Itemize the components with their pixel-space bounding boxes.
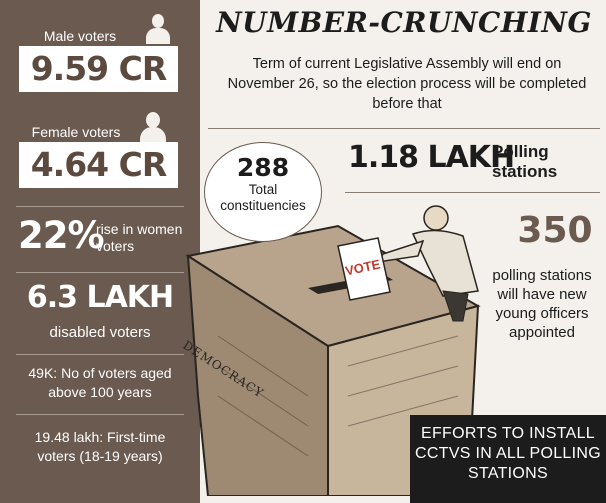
disabled-voters-value: 6.3 LAKH bbox=[26, 280, 174, 315]
disabled-voters-label: disabled voters bbox=[49, 324, 151, 341]
women-rise-label: rise in women voters bbox=[96, 221, 183, 254]
female-voters-label: Female voters bbox=[31, 124, 121, 140]
stats-panel: Male voters 9.59 CR Female voters 4.64 C… bbox=[0, 0, 200, 503]
divider bbox=[345, 192, 600, 193]
polling-stations-label: Polling stations bbox=[492, 142, 558, 181]
voter-figure bbox=[376, 205, 479, 322]
young-officers-label: polling stations will have new young off… bbox=[492, 267, 592, 341]
centenarian-voters-text: 49K: No of voters aged above 100 years bbox=[28, 365, 172, 400]
page-title: NUMBER-CRUNCHING bbox=[216, 6, 592, 39]
divider bbox=[16, 272, 184, 273]
constituencies-badge: 288 Total constituencies bbox=[204, 142, 322, 242]
male-voter-icon bbox=[146, 14, 170, 44]
female-voters-value: 4.64 CR bbox=[19, 142, 178, 188]
polling-stations-value: 1.18 LAKH bbox=[348, 140, 515, 175]
female-voter-icon bbox=[140, 112, 166, 144]
first-time-voters-text: 19.48 lakh: First-time voters (18-19 yea… bbox=[34, 429, 166, 464]
male-voters-label: Male voters bbox=[43, 28, 117, 44]
divider bbox=[208, 128, 600, 129]
constituencies-value: 288 bbox=[236, 153, 290, 182]
male-voters-value: 9.59 CR bbox=[19, 46, 178, 92]
constituencies-label: Total constituencies bbox=[220, 182, 306, 213]
divider bbox=[16, 354, 184, 355]
cctv-efforts-box: EFFORTS TO INSTALL CCTVS IN ALL POLLING … bbox=[410, 415, 606, 503]
women-rise-percent: 22% bbox=[18, 214, 105, 257]
divider bbox=[16, 414, 184, 415]
subtitle: Term of current Legislative Assembly wil… bbox=[227, 56, 587, 112]
young-officers-value: 350 bbox=[517, 210, 593, 251]
divider bbox=[16, 206, 184, 207]
